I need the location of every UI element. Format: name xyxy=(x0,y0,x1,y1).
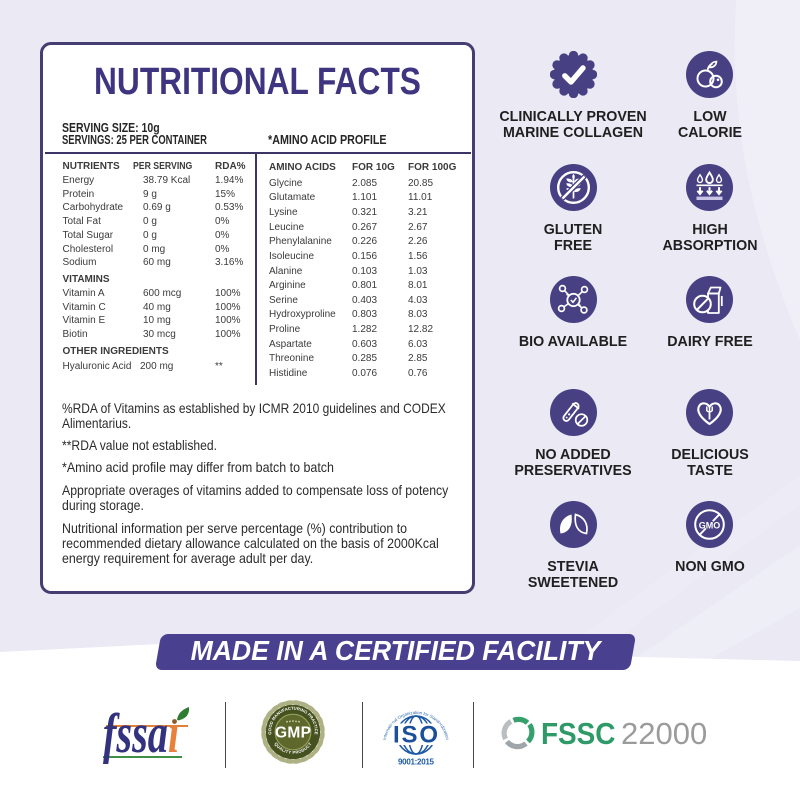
svg-text:GMO: GMO xyxy=(699,521,721,531)
svg-text:GMP: GMP xyxy=(275,725,311,742)
svg-text:ISO: ISO xyxy=(393,722,439,749)
svg-text:9001:2015: 9001:2015 xyxy=(398,758,435,767)
